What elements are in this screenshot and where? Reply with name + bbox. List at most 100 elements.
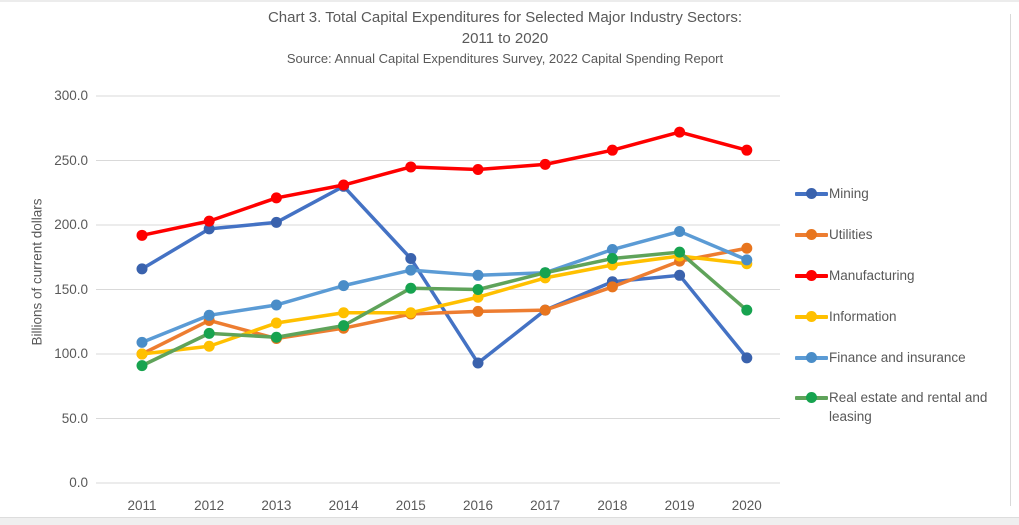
data-point-real-estate-and-rental-and-leasing-2017 — [539, 267, 551, 279]
data-point-mining-2020 — [741, 352, 753, 364]
data-point-information-2012 — [203, 340, 215, 352]
data-point-finance-and-insurance-2020 — [741, 254, 753, 266]
window-top-edge — [0, 0, 1019, 2]
x-tick-label: 2013 — [261, 498, 292, 513]
legend-label: Finance and insurance — [829, 350, 966, 365]
data-point-utilities-2018 — [606, 281, 618, 293]
data-point-manufacturing-2011 — [136, 229, 148, 241]
data-point-information-2016 — [472, 291, 484, 303]
data-point-manufacturing-2012 — [203, 215, 215, 227]
legend-item-finance-and-insurance: Finance and insurance — [795, 337, 1009, 378]
y-tick-label: 200.0 — [54, 217, 88, 232]
data-point-utilities-2020 — [741, 242, 753, 254]
data-point-finance-and-insurance-2014 — [338, 280, 350, 292]
legend-dot-sample — [806, 229, 817, 240]
chart-right-border — [1010, 14, 1011, 506]
legend-item-utilities: Utilities — [795, 214, 1009, 255]
data-point-real-estate-and-rental-and-leasing-2020 — [741, 304, 753, 316]
legend-marker-information — [795, 307, 828, 326]
data-point-manufacturing-2018 — [606, 144, 618, 156]
data-point-finance-and-insurance-2016 — [472, 269, 484, 281]
data-point-real-estate-and-rental-and-leasing-2011 — [136, 360, 148, 372]
legend: Mining Utilities Manufacturing Information F… — [795, 173, 1009, 426]
data-point-manufacturing-2017 — [539, 158, 551, 170]
legend-item-manufacturing: Manufacturing — [795, 255, 1009, 296]
legend-marker-manufacturing — [795, 266, 828, 285]
data-point-finance-and-insurance-2012 — [203, 309, 215, 321]
data-point-real-estate-and-rental-and-leasing-2012 — [203, 327, 215, 339]
legend-marker-mining — [795, 184, 828, 203]
legend-marker-finance-and-insurance — [795, 348, 828, 367]
legend-item-mining: Mining — [795, 173, 1009, 214]
legend-label: Information — [829, 309, 897, 324]
x-tick-label: 2017 — [530, 498, 561, 513]
legend-marker-real-estate-and-rental-and-leasing — [795, 388, 828, 407]
x-tick-label: 2014 — [328, 498, 359, 513]
data-point-information-2015 — [405, 307, 417, 319]
data-point-mining-2015 — [405, 253, 417, 265]
data-point-information-2013 — [270, 317, 282, 329]
data-point-finance-and-insurance-2018 — [606, 244, 618, 256]
data-point-mining-2011 — [136, 263, 148, 275]
y-tick-label: 50.0 — [61, 410, 88, 426]
data-point-finance-and-insurance-2013 — [270, 299, 282, 311]
data-point-mining-2019 — [674, 269, 686, 281]
data-point-real-estate-and-rental-and-leasing-2013 — [270, 331, 282, 343]
legend-item-real-estate-and-rental-and-leasing: Real estate and rental and leasing — [795, 388, 1009, 426]
x-tick-label: 2012 — [194, 498, 225, 513]
window-bottom-strip — [0, 517, 1019, 525]
chart-source-line: Source: Annual Capital Expenditures Surv… — [286, 51, 724, 66]
y-tick-label: 150.0 — [54, 281, 88, 297]
data-point-real-estate-and-rental-and-leasing-2015 — [405, 282, 417, 294]
legend-label: Real estate and rental and leasing — [829, 390, 988, 424]
series-line-real-estate-and-rental-and-leasing — [141, 250, 748, 368]
legend-label: Manufacturing — [829, 268, 915, 283]
x-tick-label: 2016 — [462, 498, 494, 513]
x-tick-label: 2018 — [597, 498, 628, 513]
x-tick-label: 2011 — [127, 498, 157, 513]
data-point-real-estate-and-rental-and-leasing-2014 — [338, 320, 350, 332]
series-line-manufacturing — [141, 130, 748, 238]
legend-dot-sample — [806, 270, 817, 281]
legend-item-information: Information — [795, 296, 1009, 337]
x-tick-label: 2019 — [664, 498, 695, 513]
data-point-manufacturing-2015 — [405, 161, 417, 173]
data-point-information-2011 — [136, 348, 148, 360]
data-point-mining-2013 — [270, 216, 282, 228]
legend-dot-sample — [806, 352, 817, 363]
legend-label: Mining — [829, 186, 869, 201]
legend-dot-sample — [806, 311, 817, 322]
data-point-mining-2016 — [472, 357, 484, 369]
data-point-mining-2012 — [203, 223, 215, 235]
y-tick-label: 100.0 — [54, 346, 88, 361]
data-point-manufacturing-2013 — [270, 192, 282, 204]
y-tick-label: 0.0 — [69, 475, 88, 490]
legend-dot-sample — [806, 188, 817, 199]
y-tick-label: 250.0 — [54, 152, 88, 168]
chart-title-line1: Chart 3. Total Capital Expenditures for … — [267, 9, 743, 26]
series-line-utilities — [141, 246, 748, 356]
data-point-finance-and-insurance-2015 — [405, 264, 417, 276]
plot-area — [96, 95, 780, 484]
data-point-real-estate-and-rental-and-leasing-2018 — [606, 253, 618, 265]
legend-marker-utilities — [795, 225, 828, 244]
data-point-utilities-2016 — [472, 305, 484, 317]
data-point-manufacturing-2019 — [674, 126, 686, 138]
chart-title-block: Chart 3. Total Capital Expenditures for … — [0, 7, 1010, 68]
data-point-utilities-2017 — [539, 304, 551, 316]
data-point-finance-and-insurance-2019 — [674, 225, 686, 237]
x-tick-label: 2020 — [731, 498, 762, 513]
data-point-manufacturing-2014 — [338, 179, 350, 191]
data-point-finance-and-insurance-2011 — [136, 336, 148, 348]
series-line-finance-and-insurance — [141, 229, 748, 345]
data-point-real-estate-and-rental-and-leasing-2016 — [472, 284, 484, 295]
data-point-manufacturing-2020 — [741, 144, 753, 156]
chart-title-line2: 2011 to 2020 — [461, 30, 549, 47]
series-line-mining — [141, 184, 749, 365]
legend-dot-sample — [806, 392, 817, 403]
data-point-information-2014 — [338, 307, 350, 319]
data-point-manufacturing-2016 — [472, 164, 484, 176]
data-point-real-estate-and-rental-and-leasing-2019 — [674, 246, 686, 258]
x-tick-label: 2015 — [395, 498, 426, 513]
